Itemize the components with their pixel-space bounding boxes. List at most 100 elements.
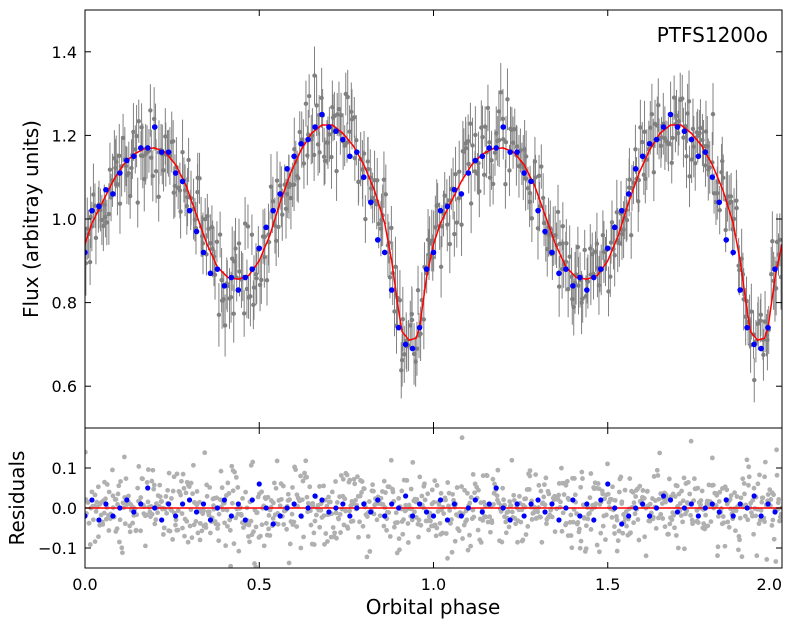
residual-raw-point [145, 499, 151, 505]
flux-raw-point [466, 161, 471, 167]
flux-binned-point [458, 191, 465, 197]
residual-raw-point [609, 514, 615, 520]
residuals-y-axis-title: Residuals [5, 451, 29, 546]
residual-raw-point [635, 517, 641, 522]
flux-raw-point [92, 203, 98, 208]
flux-binned-point [249, 266, 256, 272]
flux-raw-point [148, 108, 153, 113]
residual-raw-point [725, 519, 731, 525]
residual-raw-point [405, 521, 411, 526]
residual-binned-point [242, 517, 248, 523]
residual-raw-point [355, 474, 360, 480]
residual-raw-point [95, 484, 101, 490]
residual-raw-point [671, 512, 677, 518]
flux-raw-point [656, 102, 661, 108]
residual-raw-point [754, 553, 760, 559]
residual-binned-point [263, 505, 269, 511]
residual-raw-point [392, 570, 397, 575]
flux-raw-point [209, 224, 215, 230]
residual-raw-point [207, 485, 213, 490]
flux-raw-point [523, 176, 528, 181]
flux-raw-point [539, 164, 544, 169]
residual-raw-point [190, 491, 196, 497]
flux-raw-point [93, 235, 99, 241]
flux-binned-point [674, 124, 681, 130]
residual-raw-point [468, 543, 474, 549]
residual-raw-point [778, 511, 782, 517]
residual-raw-point [556, 492, 562, 498]
flux-raw-point [397, 298, 403, 303]
residual-raw-point [694, 508, 700, 513]
residual-raw-point [235, 485, 241, 490]
residual-raw-point [325, 539, 330, 544]
residual-raw-point [602, 496, 608, 502]
flux-raw-point [383, 192, 389, 197]
residual-raw-point [695, 520, 701, 525]
residual-raw-point [583, 546, 589, 552]
flux-binned-point [151, 124, 158, 130]
residual-raw-point [667, 521, 673, 527]
residual-binned-point [758, 513, 764, 519]
residual-raw-point [93, 509, 99, 514]
residual-raw-point [302, 470, 307, 476]
residual-raw-point [333, 479, 338, 484]
flux-raw-point [409, 317, 415, 323]
flux-raw-point [400, 316, 406, 322]
residual-binned-point [89, 497, 95, 503]
residual-raw-point [332, 530, 338, 536]
residual-raw-point [160, 532, 166, 537]
residual-raw-point [422, 481, 427, 487]
residual-binned-point [667, 497, 674, 503]
flux-raw-point [556, 284, 562, 289]
flux-raw-point [697, 130, 702, 136]
flux-raw-point [427, 241, 432, 246]
residual-raw-point [588, 527, 594, 532]
residual-raw-point [311, 530, 317, 536]
residual-raw-point [351, 476, 357, 482]
residual-raw-point [485, 519, 491, 525]
flux-raw-point [156, 194, 161, 200]
flux-binned-point [542, 228, 548, 235]
residual-binned-point [437, 497, 444, 503]
flux-binned-point [85, 249, 88, 256]
residual-raw-point [672, 494, 678, 500]
residual-raw-point [443, 531, 449, 536]
residual-raw-point [266, 512, 272, 518]
residual-raw-point [416, 517, 422, 523]
residual-binned-point [124, 497, 130, 503]
residual-raw-point [381, 523, 387, 529]
residual-raw-point [674, 483, 680, 489]
residual-raw-point [92, 539, 98, 545]
flux-binned-point [709, 174, 716, 180]
residual-raw-point [340, 476, 346, 482]
residual-raw-point [487, 514, 493, 520]
flux-binned-point [409, 345, 416, 352]
flux-binned-point [535, 207, 541, 214]
residual-raw-point [774, 472, 780, 478]
residual-raw-point [165, 487, 171, 493]
flux-binned-point [528, 178, 534, 185]
residual-raw-point [155, 510, 160, 516]
residual-binned-point [298, 513, 304, 519]
residual-raw-point [669, 517, 675, 523]
residual-binned-point [110, 513, 116, 519]
residual-raw-point [736, 547, 741, 553]
flux-raw-point [481, 172, 487, 178]
flux-binned-point [758, 345, 764, 352]
residual-raw-point [410, 459, 416, 465]
residual-raw-point [501, 497, 506, 503]
residual-raw-point [715, 544, 721, 550]
flux-raw-point [329, 154, 334, 160]
residual-raw-point [627, 476, 633, 482]
residual-raw-point [724, 487, 730, 493]
residual-raw-point [583, 523, 589, 529]
flux-raw-point [707, 165, 712, 170]
flux-raw-point [303, 101, 309, 106]
residual-raw-point [746, 482, 751, 488]
residual-raw-point [298, 545, 304, 551]
residual-raw-point [717, 489, 723, 495]
residual-raw-point [241, 525, 246, 530]
flux-raw-point [319, 95, 324, 101]
residual-raw-point [503, 530, 509, 536]
residual-raw-point [280, 483, 286, 489]
